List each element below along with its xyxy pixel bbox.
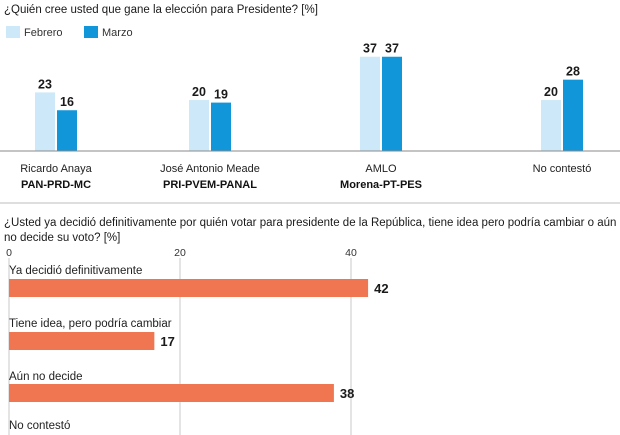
chart-top: ¿Quién cree usted que gane la elección p… [0,4,620,191]
value-label-amlo-marzo: 37 [385,42,399,56]
category-label-no-contesto: No contestó [533,163,592,175]
category-label-amlo: AMLO [365,163,397,175]
value-label-ricardo-anaya-marzo: 16 [60,95,74,109]
chart-bottom-bars: Ya decidió definitivamente 42 Tiene idea, … [9,265,389,432]
bar-ricardo-anaya-febrero [35,92,55,151]
bar-no-contesto-febrero [541,100,561,151]
value-label-no-contesto-marzo: 28 [566,65,580,79]
chart-bottom-title-line-1: ¿Usted ya decidió definitivamente por qu… [4,217,616,229]
hbar-category-tiene-idea-pero-podria-cambiar: Tiene idea, pero podría cambiar [9,318,172,330]
legend-label-febrero: Febrero [24,27,63,39]
chart-bottom-title-line-2: no decide su voto? [%] [4,232,120,244]
hbar-ya-decidio-definitivamente [9,279,369,297]
hbar-value-tiene-idea-pero-podria-cambiar: 17 [160,334,174,349]
value-label-amlo-febrero: 37 [363,42,377,56]
legend-swatch-marzo [84,26,98,38]
value-label-jose-antonio-meade-marzo: 19 [214,88,228,102]
hbar-category-ya-decidio-definitivamente: Ya decidió definitivamente [9,265,142,277]
category-label-jose-antonio-meade: José Antonio Meade [160,163,260,175]
bar-amlo-febrero [360,56,380,151]
party-label-ricardo-anaya: PAN-PRD-MC [21,179,91,191]
value-label-no-contesto-febrero: 20 [544,85,558,99]
chart-bottom: ¿Usted ya decidió definitivamente por qu… [4,217,616,435]
chart-top-legend: Febrero Marzo [6,26,133,39]
bar-amlo-marzo [382,56,402,151]
bar-ricardo-anaya-marzo [57,110,77,151]
bar-jose-antonio-meade-febrero [189,100,209,151]
hbar-category-no-contesto: No contestó [9,420,70,432]
tick-label-20: 20 [174,247,186,259]
bar-no-contesto-marzo [563,79,583,151]
chart-top-categories: Ricardo Anaya PAN-PRD-MC José Antonio Mead… [20,163,591,191]
hbar-tiene-idea-pero-podria-cambiar [9,332,155,350]
value-label-jose-antonio-meade-febrero: 20 [192,85,206,99]
hbar-value-aun-no-decide: 38 [340,386,354,401]
bar-jose-antonio-meade-marzo [211,102,231,151]
chart-top-bars: 23 16 20 19 37 37 20 28 [35,42,583,151]
party-label-amlo: Morena-PT-PES [340,179,422,191]
category-label-ricardo-anaya: Ricardo Anaya [20,163,92,175]
hbar-aun-no-decide [9,384,334,402]
legend-label-marzo: Marzo [102,27,133,39]
chart-top-title: ¿Quién cree usted que gane la elección p… [4,4,318,16]
legend-swatch-febrero [6,26,20,38]
party-label-jose-antonio-meade: PRI-PVEM-PANAL [163,179,257,191]
value-label-ricardo-anaya-febrero: 23 [38,77,52,91]
tick-label-0: 0 [6,247,12,259]
hbar-category-aun-no-decide: Aún no decide [9,371,83,383]
tick-label-40: 40 [345,247,357,259]
hbar-value-ya-decidio-definitivamente: 42 [374,281,388,296]
